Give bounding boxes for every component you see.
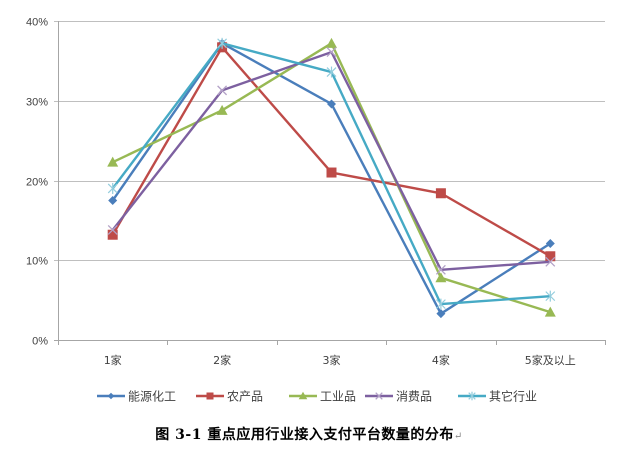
star-marker-icon xyxy=(468,391,476,401)
triangle-marker-icon xyxy=(435,272,447,283)
x-category-label: 2家 xyxy=(213,353,231,367)
diamond-marker-icon xyxy=(108,195,118,205)
square-marker-icon xyxy=(326,167,337,178)
square-marker-icon xyxy=(435,188,446,199)
square-marker-icon xyxy=(545,251,556,262)
figure-caption: 图 3-1 重点应用行业接入支付平台数量的分布↵ xyxy=(0,424,618,444)
triangle-marker-icon xyxy=(107,156,119,167)
triangle-marker-icon xyxy=(298,391,308,400)
star-marker-icon xyxy=(435,298,446,310)
legend-item: 消费品 xyxy=(365,390,432,404)
x-marker-icon xyxy=(326,47,337,58)
diamond-marker-icon xyxy=(107,392,115,400)
x-marker-icon xyxy=(375,392,383,400)
x-category-label: 4家 xyxy=(432,353,450,367)
legend-label: 其它行业 xyxy=(489,389,537,404)
legend-label: 农产品 xyxy=(227,390,263,404)
triangle-marker-icon xyxy=(216,104,228,115)
data-series xyxy=(107,37,556,319)
x-axis-category-labels: 1家 2家 3家 4家 5家及以上 xyxy=(104,353,576,367)
diamond-marker-icon xyxy=(436,309,446,319)
series-line xyxy=(111,50,551,272)
y-axis-tick-labels: 0% 10% 20% 30% 40% xyxy=(26,17,48,348)
x-category-label: 5家及以上 xyxy=(525,353,576,367)
y-tick-label: 10% xyxy=(26,256,48,268)
series-line xyxy=(112,42,551,314)
y-tick-label: 30% xyxy=(26,97,48,109)
diamond-marker-icon xyxy=(545,239,555,249)
legend-label: 消费品 xyxy=(396,390,432,404)
triangle-marker-icon xyxy=(544,306,556,317)
series-其它行业 xyxy=(107,37,556,310)
series-line xyxy=(111,46,551,258)
y-tick-label: 0% xyxy=(32,336,48,348)
series-消费品 xyxy=(107,47,556,275)
x-category-label: 3家 xyxy=(323,353,341,367)
star-marker-icon xyxy=(326,66,337,78)
line-chart: 0% 10% 20% 30% 40% 1家 2家 3家 4家 5家及以上 能源化工 农产品 工业品 消… xyxy=(26,17,606,404)
y-tick-label: 40% xyxy=(26,17,48,29)
legend-item: 工业品 xyxy=(289,390,356,404)
legend: 能源化工 农产品 工业品 消费品 其它行业 xyxy=(97,389,537,404)
axes xyxy=(58,21,606,345)
triangle-marker-icon xyxy=(326,37,337,48)
x-category-label: 1家 xyxy=(104,353,122,367)
square-marker-icon xyxy=(206,392,214,400)
legend-label: 能源化工 xyxy=(128,390,176,404)
series-工业品 xyxy=(107,37,556,317)
caption-text: 图 3-1 重点应用行业接入支付平台数量的分布 xyxy=(155,427,454,443)
y-tick-label: 20% xyxy=(26,177,48,189)
x-marker-icon xyxy=(107,224,118,235)
legend-item: 其它行业 xyxy=(458,389,537,404)
series-能源化工 xyxy=(108,38,555,319)
diamond-marker-icon xyxy=(327,99,336,109)
x-marker-icon xyxy=(217,85,228,96)
star-marker-icon xyxy=(107,182,118,194)
star-marker-icon xyxy=(217,37,228,49)
square-marker-icon xyxy=(107,229,118,240)
legend-label: 工业品 xyxy=(320,390,356,404)
series-line xyxy=(111,42,551,315)
x-marker-icon xyxy=(545,256,556,267)
paragraph-return-mark: ↵ xyxy=(453,431,463,442)
legend-item: 能源化工 xyxy=(97,390,176,404)
star-marker-icon xyxy=(545,290,556,302)
x-marker-icon xyxy=(435,264,446,275)
gridlines xyxy=(54,21,605,341)
legend-item: 农产品 xyxy=(196,390,263,404)
